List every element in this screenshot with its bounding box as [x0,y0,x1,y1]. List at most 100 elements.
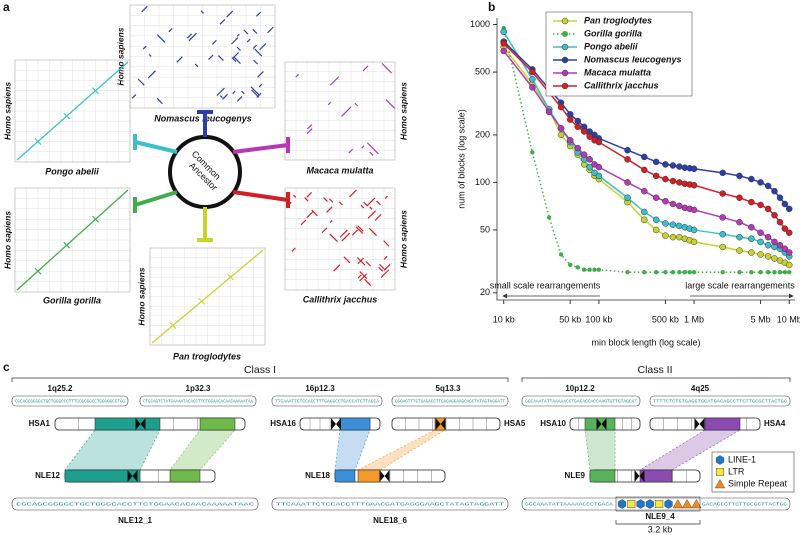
y-tick-label: 50 [480,224,490,234]
series-line [503,41,790,210]
dotplot-block [329,76,340,86]
dotplot-block [256,11,262,17]
sequence: GGGAGTTTGTGAGACCTTGAGAGGAAGCAGCTATAGTAGG… [395,399,505,405]
dotplot-inversion [63,241,71,249]
chromosome-label: HSA10 [540,419,566,428]
data-point [662,220,669,227]
data-point [719,230,726,238]
data-point [764,241,772,249]
dotplot-block [222,93,228,100]
dotplot-inversion [227,273,234,281]
repeat-icon [715,455,725,465]
data-point [625,269,630,275]
data-point [652,216,660,224]
dotplot-block [369,151,374,156]
chromosome-segment [64,469,141,483]
data-point [690,181,698,189]
data-point [670,269,676,275]
band-label: 1p32.3 [186,384,211,393]
species-name: Pan troglodytes [173,351,241,361]
dotplot-block [246,38,251,43]
legend-marker [561,69,569,77]
tree-branch [134,190,178,207]
dotplot-block [306,124,313,130]
dotplot-block [341,232,351,242]
data-point [781,225,789,232]
data-point [748,224,755,231]
dotplot-block [354,102,359,107]
data-point [677,269,682,275]
data-point [662,175,669,183]
sequence: GGCAAATATTAAAAACCTGACAGCACCAAGTGTTGTAGCA… [525,399,637,405]
dotplot-block [233,57,241,65]
reference-name: Homo sapiens [398,82,408,140]
dotplot-block [231,37,239,45]
legend-label: Simple Repeat [728,478,788,488]
x-tick-label: 50 kb [559,314,581,324]
band-label: 16p12.3 [305,384,335,393]
species-name: Pongo abelii [45,166,99,176]
data-point [586,163,593,171]
dotplot-block [254,48,263,57]
repeat-icon [672,499,683,509]
dotplot-block [329,233,338,243]
synteny-link [357,429,447,471]
dotplot-block [364,278,372,286]
dotplot-block [219,95,223,99]
reference-name: Homo sapiens [398,210,408,268]
legend-marker [561,43,569,51]
data-point [592,267,597,272]
data-point [529,76,536,83]
dotplot-block [368,227,377,236]
legend-label: LINE-1 [728,454,756,464]
data-point [624,179,631,186]
sequence-box [11,395,129,407]
dotplot-block [304,197,309,202]
data-point [641,153,648,161]
dotplot-diagonal [151,249,264,344]
annotation: small scale rearrangements [490,280,601,290]
data-point [574,123,582,131]
tree-center [183,150,227,194]
dotplot-block [306,128,313,134]
junction-sequence: GGCAAATATTAAAAACCCTGACA [525,502,613,508]
data-point [566,116,574,123]
data-point [777,269,783,275]
reference-name: Homo sapiens [115,27,125,85]
data-point [676,163,683,170]
dotplot-block [236,46,241,52]
data-point [568,262,573,268]
dotplot-block [219,18,226,25]
data-point [653,269,659,275]
sequence: TTCAAATTCTCCACCTTTGAGGCCTGACCATCTTAGCA [275,399,379,405]
data-point [500,28,507,36]
dotplot-block [137,78,145,86]
dotplot-block [232,90,236,94]
data-point [557,131,565,139]
dotplot-block [357,225,364,232]
dotplot-block [250,86,260,96]
sequence-box [139,395,257,407]
y-tick-label: 200 [475,129,490,139]
dotplot-block [291,247,296,252]
dotplot-block [232,52,240,59]
dotplot-block [243,29,249,35]
tree-branch [134,140,178,154]
dotplot-block [216,87,225,97]
panel-label: a [3,0,10,14]
chromosome-segment [169,469,201,483]
chromosome-label: HSA1 [29,419,51,428]
dotplot-block [338,201,343,206]
data-point [662,232,669,239]
legend-box [545,11,693,97]
dotplot-block [252,44,257,49]
data-point [757,179,764,186]
dotplot-block [217,55,224,61]
data-point [624,194,631,201]
series-line [503,31,790,257]
data-point [757,201,764,209]
species-name: Gorilla gorilla [43,295,101,305]
size-bracket [615,520,701,525]
chromosome-label: NLE18 [305,471,330,480]
junction-sequence: GACAGCCTTCTTGCGCTTACTGG [702,502,787,508]
